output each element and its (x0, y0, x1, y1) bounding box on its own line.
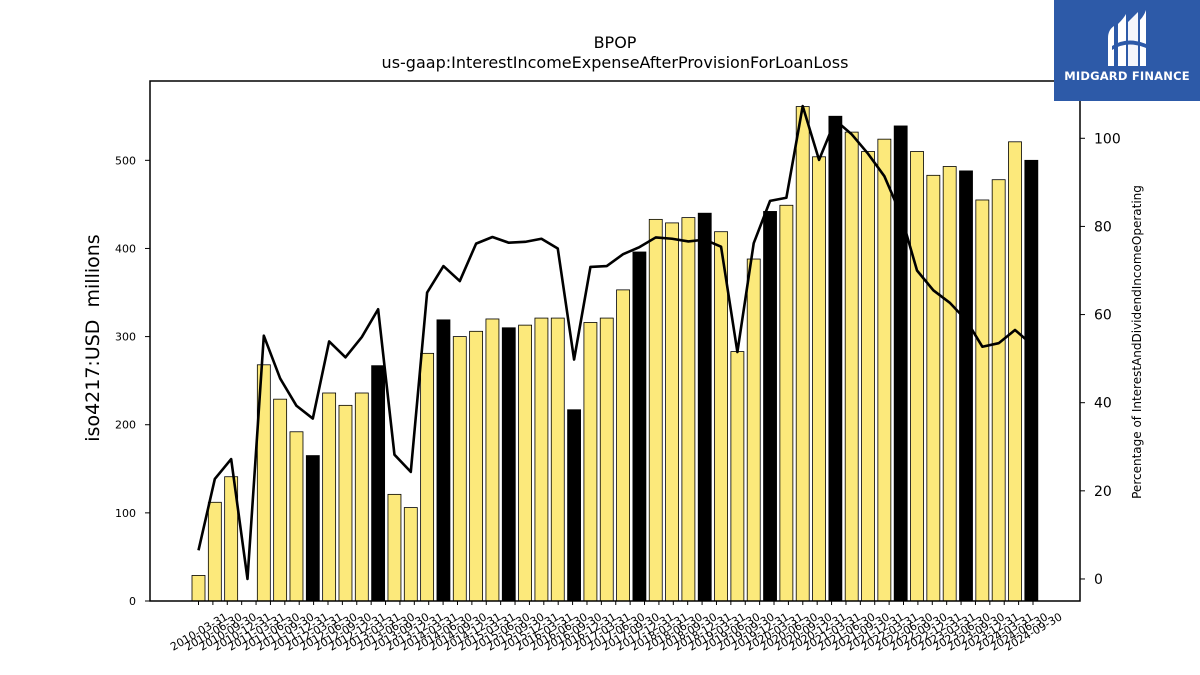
bar (207, 501, 222, 602)
bar (371, 365, 386, 602)
bar (338, 404, 353, 602)
y-axis-label: iso4217:USD millions (82, 234, 104, 441)
bar (926, 174, 941, 602)
bar (910, 151, 924, 602)
bar (714, 231, 728, 602)
bar (485, 318, 500, 602)
y-tick-label: 0 (129, 595, 136, 608)
bar (273, 398, 288, 602)
bar (387, 493, 402, 602)
bar (420, 352, 435, 602)
bar (681, 217, 696, 602)
y-tick-label: 200 (115, 419, 136, 432)
bar (305, 455, 320, 602)
bar (877, 138, 892, 602)
bar (795, 106, 810, 602)
bar (632, 251, 647, 602)
bar (616, 289, 630, 602)
bar (1024, 159, 1039, 602)
y2-tick-label: 0 (1094, 572, 1103, 588)
y-tick-label: 400 (115, 242, 136, 255)
company-logo: MIDGARD FINANCE (1054, 0, 1200, 101)
bar (501, 327, 516, 602)
y2-tick-label: 40 (1094, 396, 1112, 412)
y-tick-label: 500 (115, 154, 136, 167)
bar (567, 409, 581, 602)
plot-frame (149, 80, 1081, 602)
y2-tick-label: 80 (1094, 219, 1112, 235)
bar (665, 222, 679, 602)
bar (452, 336, 467, 602)
y-tick-label: 100 (115, 507, 136, 520)
bar (599, 317, 614, 602)
chart-title: BPOP (594, 33, 637, 52)
bar (518, 324, 532, 602)
y2-tick-label: 100 (1094, 131, 1121, 147)
bar (469, 330, 484, 602)
bar (779, 204, 794, 602)
bar (648, 218, 663, 602)
bar (697, 212, 712, 602)
bar (942, 166, 957, 602)
midgard-logo-icon (1108, 10, 1146, 66)
bar (534, 317, 549, 602)
bar (812, 156, 826, 602)
bar (991, 179, 1006, 602)
bar (730, 351, 745, 602)
y2-tick-label: 60 (1094, 308, 1112, 324)
chart-subtitle: us-gaap:InterestIncomeExpenseAfterProvis… (382, 53, 849, 72)
bar (436, 319, 451, 602)
bar (763, 211, 777, 602)
y2-tick-label: 20 (1094, 484, 1112, 500)
bar (828, 115, 843, 602)
bar (975, 199, 990, 602)
bar (893, 125, 908, 602)
logo-text: MIDGARD FINANCE (1064, 69, 1190, 83)
bar (354, 392, 369, 602)
bar (322, 392, 337, 602)
bar (861, 151, 875, 602)
bar (583, 322, 598, 602)
y2-axis-label: Percentage of InterestAndDividendIncomeO… (1130, 185, 1144, 499)
bar (1008, 141, 1022, 602)
bar (191, 575, 206, 602)
bar (289, 431, 304, 602)
bar (403, 507, 418, 602)
series-line (197, 104, 1033, 581)
bar (844, 131, 859, 602)
bar (959, 170, 973, 602)
bar (550, 317, 565, 602)
bar (746, 258, 761, 602)
y-tick-label: 300 (115, 331, 136, 344)
